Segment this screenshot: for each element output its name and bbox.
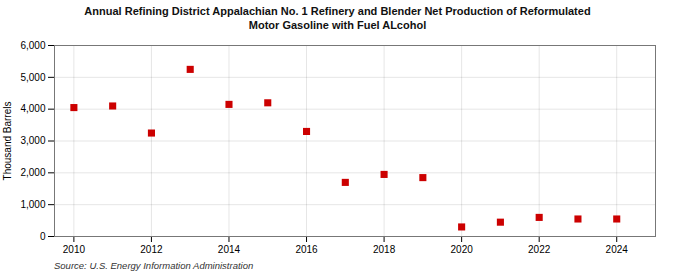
svg-text:3,000: 3,000 — [20, 135, 45, 146]
html-text:Source: U.S. Energy Informatio: Source: U.S. Energy Information Administ… — [54, 259, 254, 271]
svg-text:2,000: 2,000 — [20, 167, 45, 178]
svg-text:2010: 2010 — [63, 243, 86, 254]
svg-text:0: 0 — [40, 230, 46, 241]
svg-text:6,000: 6,000 — [20, 39, 45, 50]
svg-text:2018: 2018 — [373, 243, 396, 254]
html-text:Annual Refining District Appal: Annual Refining District Appalachian No.… — [84, 5, 591, 17]
svg-text:2024: 2024 — [606, 243, 629, 254]
svg-text:Thousand Barrels: Thousand Barrels — [2, 101, 13, 180]
svg-text:2022: 2022 — [528, 243, 551, 254]
svg-text:1,000: 1,000 — [20, 198, 45, 209]
html-text:Motor Gasoline with Fuel ALcoh: Motor Gasoline with Fuel ALcohol — [248, 19, 427, 32]
svg-text:2014: 2014 — [218, 243, 241, 254]
svg-text:2012: 2012 — [140, 243, 163, 254]
svg-text:2016: 2016 — [295, 243, 318, 254]
svg-text:4,000: 4,000 — [20, 103, 45, 114]
svg-text:2020: 2020 — [451, 243, 474, 254]
svg-text:5,000: 5,000 — [20, 71, 45, 82]
